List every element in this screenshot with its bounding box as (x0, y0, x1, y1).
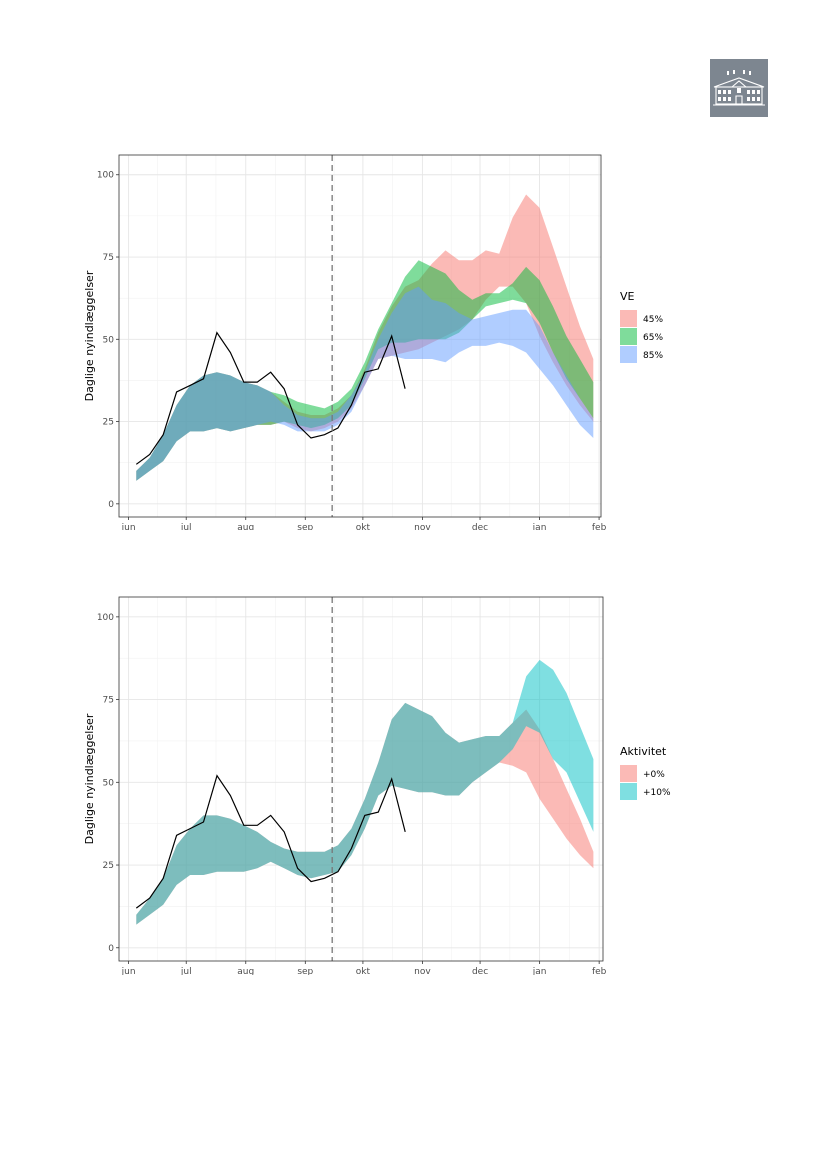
legend-swatch (620, 765, 637, 782)
ribbon-85 (136, 286, 594, 481)
x-tick-label: jun (121, 967, 136, 975)
logo (710, 59, 768, 117)
x-tick-label: nov (414, 967, 431, 975)
x-tick-label: jan (532, 523, 547, 530)
plot-border (118, 154, 602, 518)
legend-label: +0% (643, 770, 665, 780)
y-tick-label: 100 (97, 171, 114, 181)
x-tick-label: aug (237, 967, 254, 975)
x-tick-label: dec (472, 967, 488, 975)
y-tick-label: 50 (103, 778, 115, 788)
plot-border (118, 596, 604, 962)
legend: Aktivitet +0% +10% (620, 745, 671, 800)
legend-label: 85% (643, 351, 663, 361)
x-tick-label: feb (592, 967, 607, 975)
x-tick-label: dec (472, 523, 488, 530)
x-tick-label: aug (237, 523, 254, 530)
y-tick-label: 50 (103, 335, 115, 345)
legend-label: 45% (643, 315, 663, 325)
legend-title: VE (620, 290, 635, 303)
observed-line (135, 774, 406, 909)
legend-label: 65% (643, 333, 663, 343)
chart-vaccine-effectiveness: 0 25 50 75 100 jun jul aug sep okt nov dec jan feb Dag… (0, 140, 700, 534)
y-tick-label: 100 (97, 613, 114, 623)
legend-swatch (620, 328, 637, 345)
x-tick-label: nov (414, 523, 431, 530)
y-tick-label: 0 (108, 944, 114, 954)
x-tick-label: feb (592, 523, 607, 530)
chart-svg: 0 25 50 75 100 jun jul aug sep okt nov dec jan feb Dag… (83, 154, 663, 533)
manor-house-icon (713, 70, 765, 106)
legend: VE 45% 65% 85% (620, 290, 663, 363)
ribbon-10 (136, 659, 594, 925)
plot-panel (119, 597, 603, 961)
y-axis-label: Daglige nyindlæggelser (83, 713, 96, 844)
legend-swatch (620, 783, 637, 800)
x-tick-label: sep (297, 967, 313, 975)
y-tick-label: 25 (103, 861, 114, 871)
y-tick-label: 0 (108, 500, 114, 510)
x-tick-label: jan (532, 967, 547, 975)
x-tick-label: jul (180, 967, 192, 975)
legend-swatch (620, 310, 637, 327)
y-tick-label: 75 (103, 253, 114, 263)
observed-line (135, 331, 406, 465)
x-tick-label: jul (180, 523, 192, 530)
y-axis-label: Daglige nyindlæggelser (83, 270, 96, 401)
x-tick-label: sep (297, 523, 313, 530)
y-tick-label: 75 (103, 696, 114, 706)
minor-gridlines (119, 597, 603, 961)
x-tick-label: jun (121, 523, 136, 530)
legend-swatch (620, 346, 637, 363)
major-gridlines (119, 597, 603, 961)
chart-svg: 0 25 50 75 100 jun jul aug sep okt nov dec jan feb Dag… (83, 596, 671, 977)
legend-label: +10% (643, 788, 671, 798)
x-tick-label: okt (356, 523, 371, 530)
x-tick-label: okt (356, 967, 371, 975)
legend-title: Aktivitet (620, 745, 667, 758)
chart-activity-scenarios: 0 25 50 75 100 jun jul aug sep okt nov dec jan feb Dag… (0, 585, 700, 979)
y-tick-label: 25 (103, 418, 114, 428)
